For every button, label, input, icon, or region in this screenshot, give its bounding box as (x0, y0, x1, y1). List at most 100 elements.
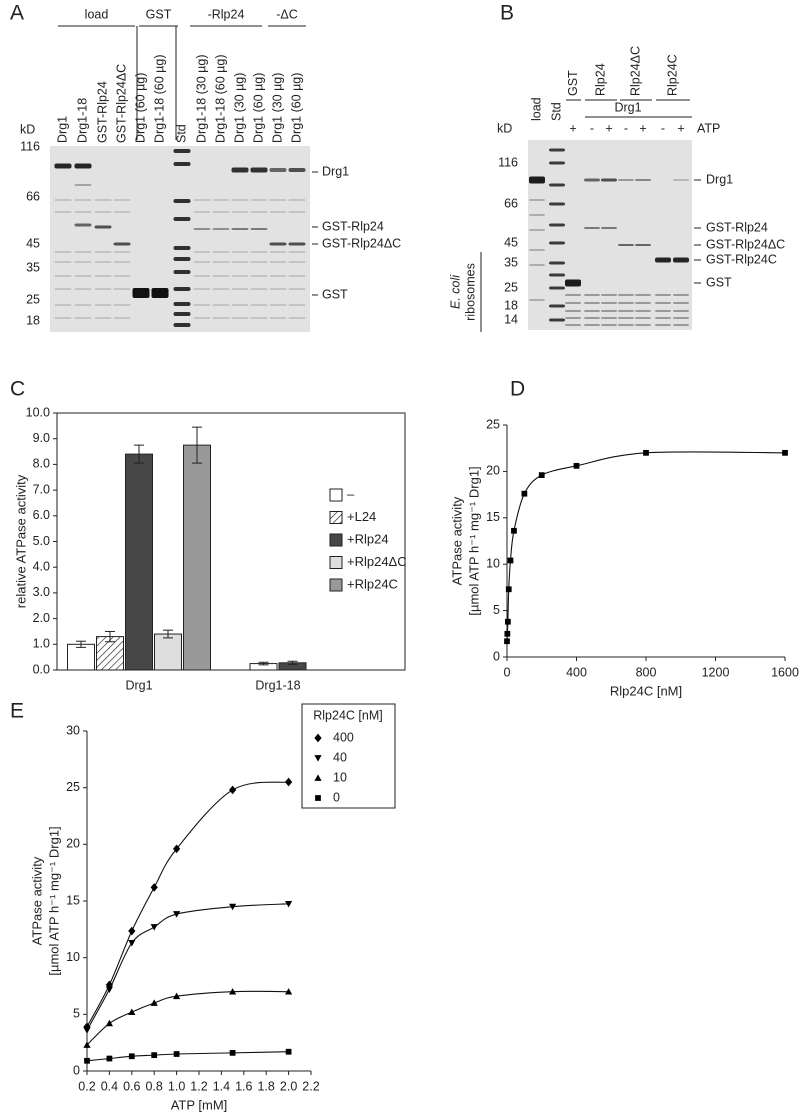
gel-band (288, 199, 306, 201)
gel-band (250, 261, 268, 263)
gel-band (173, 217, 191, 221)
gel-band (655, 302, 671, 304)
gel-band (74, 163, 92, 169)
label: Drg1 (322, 164, 349, 178)
gel-band (193, 199, 211, 201)
label: 800 (636, 665, 657, 679)
marker (285, 988, 293, 995)
label: 25 (486, 417, 500, 431)
gel-band (193, 261, 211, 263)
label: +Rlp24ΔC (347, 554, 407, 569)
label: 1.2 (190, 1079, 207, 1093)
label: 116 (20, 139, 40, 153)
gel-band (673, 317, 689, 319)
label: E (10, 700, 24, 723)
gel-band (655, 257, 671, 263)
label: 40 (333, 750, 347, 764)
gel-band (113, 199, 131, 201)
gel-band (584, 302, 600, 304)
marker (229, 903, 237, 911)
gel-band (250, 251, 268, 253)
gel-band (173, 257, 191, 261)
gel-band (269, 211, 287, 213)
gel-band (565, 294, 581, 296)
label: 2.0 (280, 1079, 297, 1093)
gel-band (565, 310, 581, 312)
label: 0.6 (123, 1079, 140, 1093)
marker (314, 733, 322, 743)
gel-band (54, 163, 72, 169)
legend-swatch (329, 556, 343, 569)
label: D (510, 378, 525, 401)
gel-band (655, 317, 671, 319)
gel-band (549, 161, 565, 165)
marker (315, 795, 321, 801)
rotated-label: Drg1 (60 µg) (133, 73, 147, 143)
gel-band (74, 261, 92, 263)
label: -Rlp24 (208, 7, 245, 21)
gel-band (212, 288, 230, 290)
gel-band (173, 162, 191, 166)
label: 5 (493, 603, 500, 617)
label: 10 (333, 770, 347, 784)
marker (521, 490, 528, 497)
gel-band (231, 211, 249, 213)
gel-band (212, 261, 230, 263)
gel-band (288, 304, 306, 306)
gel-band (250, 275, 268, 277)
rotated-label: Drg1 (60 µg) (251, 73, 265, 143)
rotated-label: Rlp24 (593, 63, 607, 96)
label: 2.0 (33, 611, 50, 625)
gel-band (94, 251, 112, 253)
legend-swatch (329, 488, 343, 502)
gel-band (113, 288, 131, 290)
label: 10 (66, 950, 80, 964)
error-bar (76, 640, 86, 648)
marker (538, 472, 545, 478)
marker (84, 1057, 90, 1064)
label: kD (20, 122, 35, 136)
bar (125, 453, 153, 671)
label: 25 (66, 780, 80, 794)
gel-band (113, 242, 131, 246)
gel-band (212, 251, 230, 253)
gel-band (601, 178, 617, 182)
gel-band (231, 228, 249, 230)
label: 0.2 (78, 1079, 95, 1093)
legend-swatch (329, 511, 343, 524)
gel-band (635, 302, 651, 304)
rotated-label: Drg1-18 (30 µg) (194, 55, 208, 144)
marker (504, 630, 511, 637)
gel-band (288, 251, 306, 253)
gel-band (655, 310, 671, 312)
gel-band (618, 302, 634, 304)
gel (50, 146, 310, 332)
gel-band (250, 199, 268, 201)
label: 0 (493, 649, 500, 663)
label: 35 (504, 255, 518, 269)
label: 2.2 (302, 1079, 319, 1093)
marker (507, 557, 514, 564)
label: 45 (504, 235, 518, 249)
gel-band (529, 229, 545, 231)
bar (154, 633, 182, 671)
gel (528, 140, 692, 330)
gel-band (565, 279, 581, 287)
gel-band (635, 324, 651, 326)
gel-band (601, 227, 617, 229)
gel-band (655, 294, 671, 296)
label: GST (322, 287, 348, 301)
label: 1200 (702, 665, 730, 679)
label: 0 (73, 1063, 80, 1077)
label: 1.0 (33, 637, 50, 651)
gel-band (231, 167, 249, 173)
gel-band (250, 288, 268, 290)
rotated-label: Drg1 (60 µg) (289, 73, 303, 143)
gel-band (250, 167, 268, 173)
label: GST (706, 275, 732, 289)
label: load (85, 7, 109, 21)
gel-band (54, 199, 72, 201)
gel-band (94, 211, 112, 213)
gel-band (601, 324, 617, 326)
gel-band (54, 317, 72, 319)
